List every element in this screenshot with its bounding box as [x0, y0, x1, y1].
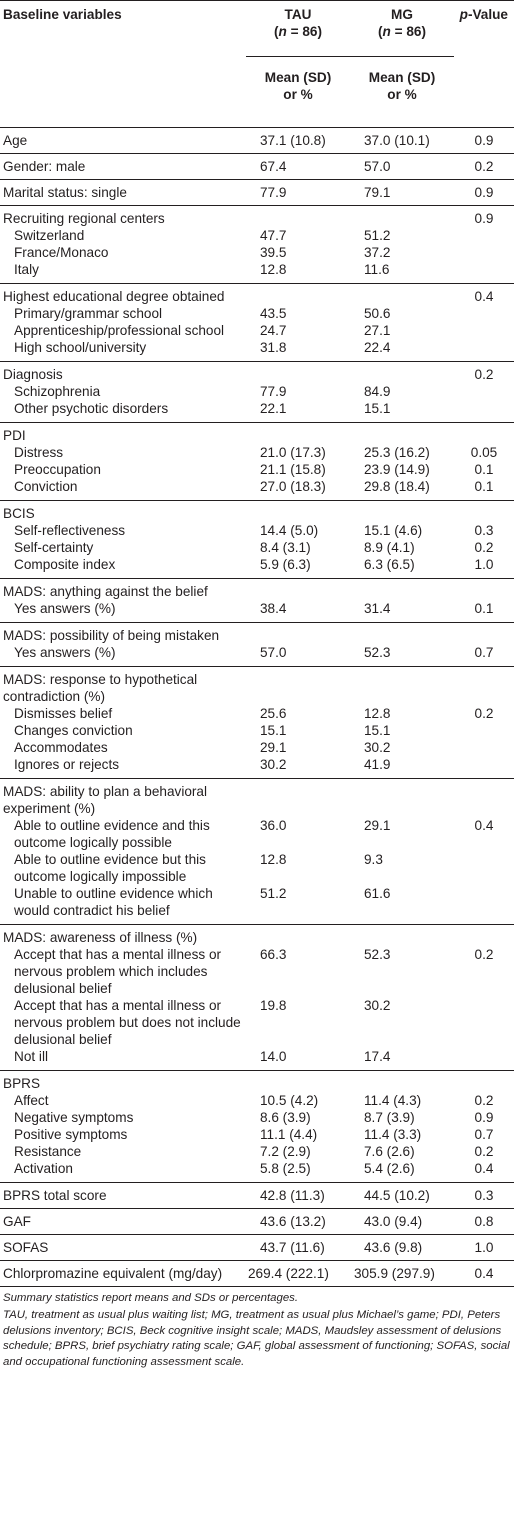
table-row: Self-certainty 8.4 (3.1) 8.9 (4.1) 0.2 — [14, 540, 494, 555]
table-group-row: Highest educational degree obtained 0.4 — [0, 283, 514, 305]
table-row: Switzerland 47.7 51.2 — [14, 228, 391, 243]
table-row: Accept that has a mental illness or nerv… — [14, 947, 494, 996]
header-tau-stat: Mean (SD) or % — [246, 56, 350, 128]
table-group-row: MADS: ability to plan a behavioral exper… — [0, 778, 514, 817]
table-row: Unable to outline evidence which would c… — [14, 886, 391, 918]
table-row: Schizophrenia 77.9 84.9 — [14, 384, 391, 399]
table-row: Apprenticeship/professional school 24.7 … — [14, 323, 391, 338]
table-row: Preoccupation 21.1 (15.8) 23.9 (14.9) 0.… — [14, 462, 494, 477]
header-baseline-variables: Baseline variables — [0, 0, 246, 128]
table-group-row: MADS: possibility of being mistaken — [0, 622, 514, 644]
table-group-row: Recruiting regional centers 0.9 — [0, 205, 514, 227]
table-row: Dismisses belief 25.6 12.8 0.2 — [14, 706, 494, 721]
table-row: Able to outline evidence and this outcom… — [14, 818, 494, 850]
table-row: Self-reflectiveness 14.4 (5.0) 15.1 (4.6… — [14, 523, 494, 538]
table-row: Resistance 7.2 (2.9) 7.6 (2.6) 0.2 — [14, 1144, 494, 1159]
table-row: Gender: male 67.4 57.0 0.2 — [0, 153, 514, 180]
table-group-row: BCIS — [0, 500, 514, 522]
baseline-characteristics-table: Baseline variables TAU (n = 86) MG (n = 86… — [0, 0, 514, 1286]
table-row: Accommodates 29.1 30.2 — [14, 740, 391, 755]
table-row: Conviction 27.0 (18.3) 29.8 (18.4) 0.1 — [14, 479, 494, 494]
table-group-row: MADS: anything against the belief — [0, 578, 514, 600]
table-row: Age 37.1 (10.8) 37.0 (10.1) 0.9 — [0, 127, 514, 154]
table-row: Yes answers (%) 57.0 52.3 0.7 — [14, 645, 494, 660]
table-row: Ignores or rejects 30.2 41.9 — [14, 757, 391, 772]
table-row: Composite index 5.9 (6.3) 6.3 (6.5) 1.0 — [14, 557, 494, 572]
table-row: GAF 43.6 (13.2) 43.0 (9.4) 0.8 — [0, 1208, 514, 1235]
table-row: Not ill 14.0 17.4 — [14, 1049, 391, 1064]
table-row: Distress 21.0 (17.3) 25.3 (16.2) 0.05 — [14, 445, 498, 460]
table-row: Negative symptoms 8.6 (3.9) 8.7 (3.9) 0.… — [14, 1110, 494, 1125]
table-row: Other psychotic disorders 22.1 15.1 — [14, 401, 391, 416]
table-group-row: BPRS — [0, 1070, 514, 1092]
table-row: Chlorpromazine equivalent (mg/day) 269.4… — [0, 1260, 514, 1286]
footnote-abbreviations: TAU, treatment as usual plus waiting lis… — [3, 1309, 510, 1368]
table-row: Activation 5.8 (2.5) 5.4 (2.6) 0.4 — [14, 1161, 494, 1176]
table-row: High school/university 31.8 22.4 — [14, 340, 391, 355]
table-row: Positive symptoms 11.1 (4.4) 11.4 (3.3) … — [14, 1127, 494, 1142]
table-group-row: MADS: awareness of illness (%) — [0, 924, 514, 946]
table-row: Italy 12.8 11.6 — [14, 262, 390, 277]
table-row: SOFAS 43.7 (11.6) 43.6 (9.8) 1.0 — [0, 1234, 514, 1261]
footnote-summary: Summary statistics report means and SDs … — [3, 1292, 299, 1304]
table-row: Able to outline evidence but this outcom… — [14, 852, 383, 884]
header-tau: TAU (n = 86) — [246, 0, 350, 57]
table-row: France/Monaco 39.5 37.2 — [14, 245, 391, 260]
table-row: BPRS total score 42.8 (11.3) 44.5 (10.2)… — [0, 1182, 514, 1209]
table-row: Changes conviction 15.1 15.1 — [14, 723, 391, 738]
header-tau-n: (n = 86) — [274, 24, 322, 39]
header-row-stats: Mean (SD) or % Mean (SD) or % — [0, 56, 514, 128]
header-mg: MG (n = 86) — [350, 0, 454, 57]
header-row-groups: Baseline variables TAU (n = 86) MG (n = 86… — [0, 0, 514, 128]
table-row: Affect 10.5 (4.2) 11.4 (4.3) 0.2 — [14, 1093, 494, 1108]
header-mg-n: (n = 86) — [378, 24, 426, 39]
header-mg-stat: Mean (SD) or % — [350, 56, 454, 128]
table-group-row: Diagnosis 0.2 — [0, 361, 514, 383]
table-row: Primary/grammar school 43.5 50.6 — [14, 306, 391, 321]
table-footnote: Summary statistics report means and SDs … — [0, 1286, 514, 1370]
table-group-row: MADS: response to hypothetical contradic… — [0, 666, 514, 705]
header-pvalue: p-Value — [454, 0, 514, 128]
table-group-row: PDI — [0, 422, 514, 444]
table-row: Marital status: single 77.9 79.1 0.9 — [0, 179, 514, 206]
table-row: Accept that has a mental illness or nerv… — [14, 998, 391, 1047]
table-row: Yes answers (%) 38.4 31.4 0.1 — [14, 601, 494, 616]
